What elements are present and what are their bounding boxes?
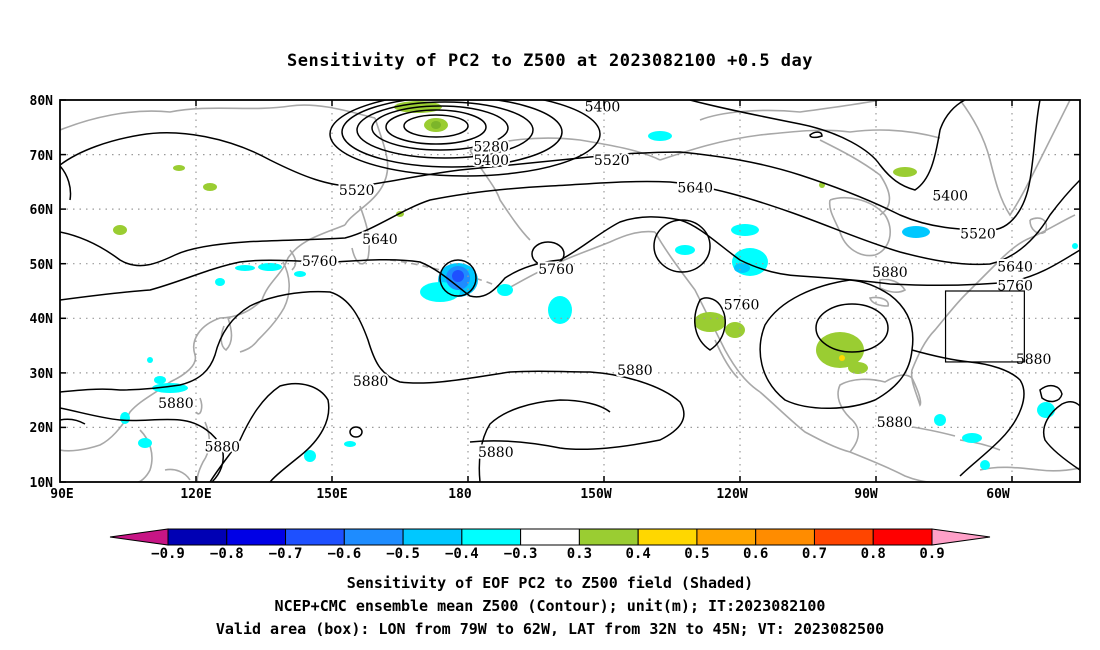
colorbar-segment (402, 528, 463, 546)
colorbar-segment (167, 528, 228, 546)
colorbar-label: −0.3 (504, 546, 538, 562)
contour-label: 5400 (932, 189, 968, 205)
plot-frame (59, 99, 1081, 483)
colorbar-label: 0.7 (802, 546, 827, 562)
colorbar-label: −0.5 (386, 546, 420, 562)
contour-label: 5520 (960, 227, 996, 243)
contour-label: 5880 (478, 445, 514, 461)
lat-label: 40N (30, 312, 54, 327)
lon-label: 90E (50, 487, 73, 502)
lon-label: 180 (448, 487, 472, 502)
lat-label: 50N (30, 258, 54, 273)
colorbar-segment (285, 528, 345, 546)
coastlines (60, 100, 1080, 482)
colorbar-label: 0.8 (861, 546, 886, 562)
lon-label: 60W (986, 487, 1010, 502)
colorbar-label: 0.5 (684, 546, 709, 562)
contour-label: 5520 (339, 183, 375, 199)
lon-label: 150E (316, 487, 347, 502)
colorbar-label: −0.8 (210, 546, 244, 562)
colorbar-segment (931, 528, 991, 546)
longitude-labels: 90E 120E 150E 180 150W 120W 90W 60W (50, 487, 1010, 502)
lat-label: 70N (30, 149, 54, 164)
colorbar-label: 0.3 (567, 546, 592, 562)
colorbar-label: −0.6 (327, 546, 361, 562)
z500-contours (60, 100, 1080, 482)
colorbar-segment (696, 528, 757, 546)
sensitivity-shading (113, 101, 1078, 470)
contour-label: 5760 (997, 279, 1033, 295)
colorbar-label: −0.9 (151, 546, 185, 562)
contour-label: 5760 (302, 254, 338, 270)
lat-label: 30N (30, 367, 54, 382)
contour-label: 5880 (353, 374, 389, 390)
contour-label: 5880 (204, 440, 240, 456)
colorbar-labels: −0.9 −0.8 −0.7 −0.6 −0.5 −0.4 −0.3 0.3 0.4 0.5 0.6… (151, 546, 945, 562)
latitude-labels: 80N 70N 60N 50N 40N 30N 20N 10N (30, 94, 54, 491)
colorbar (109, 528, 991, 546)
contour-label: 5640 (362, 232, 398, 248)
colorbar-segment (578, 528, 639, 546)
colorbar-segment (226, 528, 287, 546)
colorbar-label: 0.9 (919, 546, 944, 562)
colorbar-segment (343, 528, 404, 546)
contour-label: 5640 (677, 180, 713, 196)
caption-line-1: Sensitivity of EOF PC2 to Z500 field (Sh… (346, 574, 754, 592)
lat-label: 60N (30, 203, 54, 218)
contour-label: 5880 (158, 396, 194, 412)
lat-label: 10N (30, 476, 54, 491)
lon-label: 150W (580, 487, 611, 502)
contour-label: 5880 (1016, 352, 1052, 368)
contour-label: 5640 (997, 259, 1033, 275)
lon-label: 120W (716, 487, 747, 502)
colorbar-segment (109, 528, 169, 546)
colorbar-segment (755, 528, 815, 546)
contour-label: 5400 (585, 100, 621, 116)
contour-label: 5280 (473, 139, 509, 155)
contour-label: 5880 (872, 265, 908, 281)
contour-label: 5760 (538, 262, 574, 278)
colorbar-label: 0.6 (743, 546, 768, 562)
colorbar-segment (813, 528, 874, 546)
colorbar-label: −0.7 (269, 546, 303, 562)
lat-label: 20N (30, 421, 54, 436)
colorbar-segment (637, 528, 698, 546)
colorbar-segment (872, 528, 933, 546)
contour-label: 5760 (724, 298, 760, 314)
lat-label: 80N (30, 94, 54, 109)
lon-label: 90W (854, 487, 878, 502)
contour-label: 5880 (877, 415, 913, 431)
caption-line-3: Valid area (box): LON from 79W to 62W, L… (215, 620, 885, 638)
chart-title: Sensitivity of PC2 to Z500 at 2023082100… (286, 51, 813, 71)
colorbar-label: 0.4 (626, 546, 651, 562)
contour-label: 5880 (617, 363, 653, 379)
colorbar-segment (520, 528, 580, 546)
lon-label: 120E (180, 487, 211, 502)
graticule (60, 100, 1080, 482)
colorbar-label: −0.4 (445, 546, 479, 562)
contour-label: 5400 (473, 153, 509, 169)
colorbar-segment (461, 528, 522, 546)
caption-line-2: NCEP+CMC ensemble mean Z500 (Contour); u… (274, 597, 826, 615)
axis-ticks (60, 99, 1080, 483)
valid-area-box (944, 290, 1025, 363)
contour-label: 5520 (594, 153, 630, 169)
